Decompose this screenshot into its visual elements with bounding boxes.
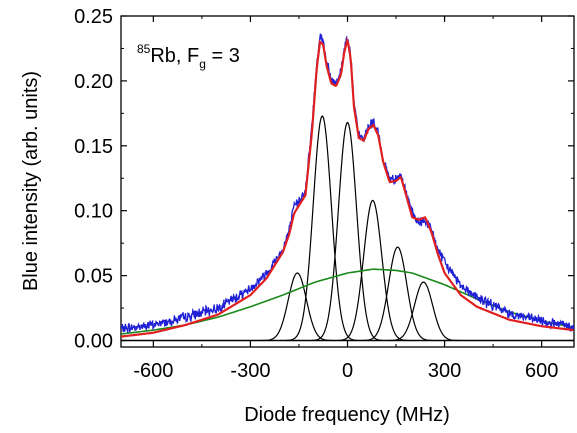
y-tick-label: 0.05	[74, 266, 113, 288]
x-tick-label: 300	[428, 360, 461, 382]
x-tick-label: -600	[133, 360, 173, 382]
y-tick-label: 0.20	[74, 71, 113, 93]
annotation-tail: = 3	[206, 45, 240, 67]
component-peak-2	[286, 115, 358, 342]
component-peak-3	[311, 121, 383, 342]
y-axis-title: Blue intensity (arb. units)	[20, 71, 42, 291]
ticks-layer: -600 -300 0 300 600 0.00 0.05 0.10 0.15 0.20 0.25	[74, 6, 574, 382]
y-tick-label: 0.25	[74, 6, 113, 28]
x-axis-title: Diode frequency (MHz)	[244, 404, 450, 426]
annotation-superscript: 85	[137, 42, 151, 56]
annotation-subscript: g	[199, 57, 206, 71]
series-layer	[121, 33, 574, 342]
plot-area	[120, 15, 575, 348]
y-tick-label: 0.00	[74, 331, 113, 353]
component-peak-4	[337, 199, 409, 342]
fit-curve	[121, 36, 574, 338]
x-tick-label: -300	[230, 360, 270, 382]
component-peak-5	[362, 246, 433, 342]
chart-annotation: 85Rb, Fg = 3	[137, 42, 240, 71]
plot-frame	[120, 15, 575, 348]
y-tick-label: 0.10	[74, 201, 113, 223]
annotation-main: Rb, F	[150, 45, 199, 67]
component-peak-6	[387, 281, 459, 342]
x-tick-label: 0	[342, 360, 353, 382]
y-tick-label: 0.15	[74, 136, 113, 158]
x-tick-label: 600	[525, 360, 558, 382]
